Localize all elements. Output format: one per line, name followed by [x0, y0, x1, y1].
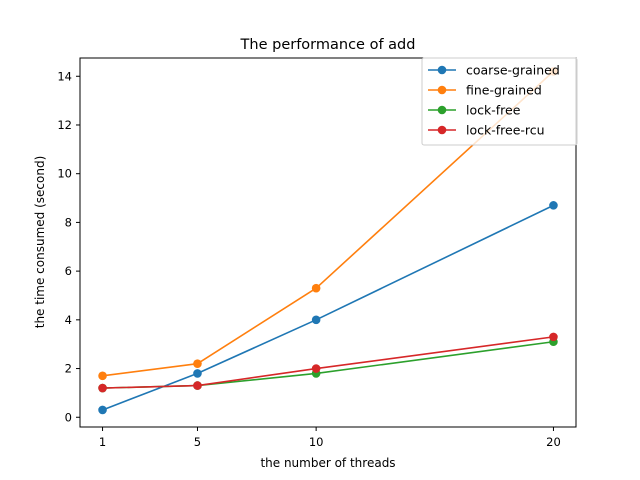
- legend-item-coarse-grained: coarse-grained: [428, 63, 560, 78]
- legend-item-fine-grained: fine-grained: [428, 83, 542, 98]
- x-axis-label: the number of threads: [260, 456, 395, 470]
- legend-marker: [437, 125, 447, 135]
- coarse-grained-point: [193, 369, 202, 378]
- legend-label: lock-free-rcu: [466, 123, 545, 138]
- coarse-grained-point: [549, 201, 558, 210]
- legend-marker: [437, 65, 447, 75]
- lock-free-rcu-point: [311, 364, 321, 373]
- coarse-grained-point: [98, 405, 107, 415]
- legend-marker: [437, 105, 447, 115]
- lock-free-rcu-point: [98, 383, 107, 393]
- y-tick-label: 14: [57, 69, 72, 83]
- y-tick-label: 4: [65, 313, 72, 327]
- fine-grained-point: [311, 283, 321, 293]
- chart-title: The performance of add: [240, 37, 416, 53]
- y-tick-label: 8: [65, 215, 72, 229]
- legend-label: lock-free: [466, 103, 521, 118]
- lock-free-rcu-point: [193, 381, 202, 390]
- series-coarse-grained: [98, 201, 558, 415]
- x-axis: 1 5 10 20: [99, 427, 561, 449]
- y-axis: 0 2 4 6 8 10 12 14: [57, 69, 80, 424]
- lock-free-rcu-point: [549, 332, 558, 342]
- fine-grained-line: [102, 70, 554, 377]
- y-tick-label: 12: [57, 118, 72, 132]
- y-tick-label: 10: [57, 167, 72, 181]
- fine-grained-point: [98, 371, 107, 381]
- coarse-grained-point: [311, 315, 321, 325]
- legend-marker: [437, 85, 447, 95]
- y-tick-label: 0: [65, 410, 72, 424]
- legend-item-lock-free: lock-free: [428, 103, 521, 118]
- x-tick-label: 10: [309, 435, 324, 449]
- axes-frame: [79, 57, 577, 428]
- x-tick-label: 20: [546, 435, 561, 449]
- series-lock-free-rcu: [98, 332, 558, 393]
- fine-grained-point: [193, 359, 202, 368]
- legend: coarse-grained fine-grained lock-free lock-…: [421, 57, 578, 146]
- legend-label: fine-grained: [466, 83, 542, 98]
- series-layer: [98, 67, 558, 415]
- legend-item-lock-free-rcu: lock-free-rcu: [428, 123, 545, 138]
- y-tick-label: 6: [65, 264, 72, 278]
- legend-label: coarse-grained: [466, 63, 560, 78]
- x-tick-label: 1: [99, 435, 106, 449]
- coarse-grained-line: [102, 204, 554, 411]
- y-axis-label: the time consumed (second): [33, 156, 47, 329]
- x-tick-label: 5: [194, 435, 201, 449]
- legend-frame: [421, 57, 578, 146]
- lock-free-rcu-line: [102, 336, 554, 389]
- y-tick-label: 2: [65, 362, 72, 376]
